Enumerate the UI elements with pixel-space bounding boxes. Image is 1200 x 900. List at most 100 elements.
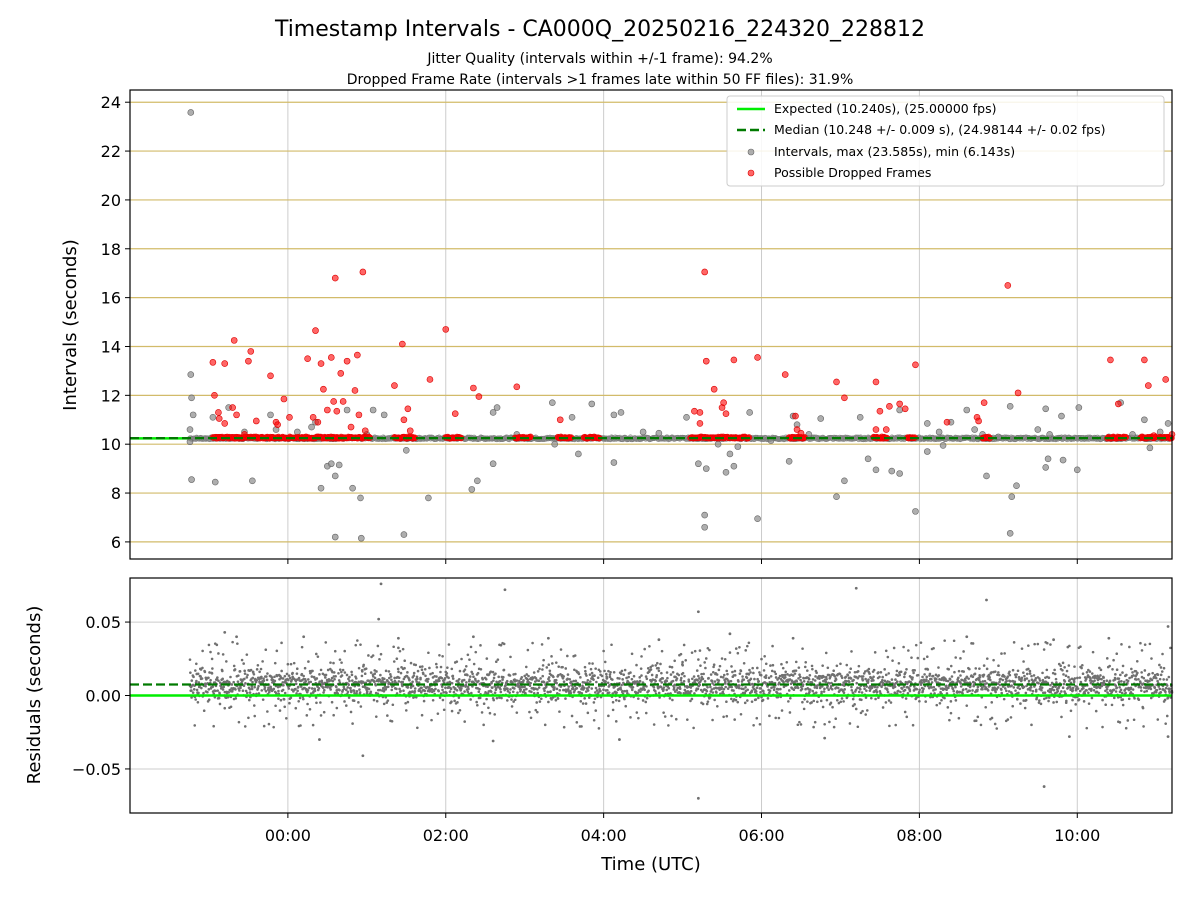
residual-point [287, 678, 290, 682]
residual-point [418, 665, 422, 669]
residual-point [310, 687, 314, 690]
residual-point [656, 661, 659, 665]
residual-point [895, 680, 899, 683]
interval-point [187, 371, 195, 378]
residual-point [253, 714, 257, 718]
residual-point [724, 680, 727, 684]
residual-point [1111, 667, 1114, 671]
residual-point [343, 649, 347, 653]
residual-point [800, 681, 803, 684]
residual-point [887, 699, 891, 702]
residual-point [759, 691, 762, 694]
residual-point [543, 689, 546, 693]
residual-point [330, 700, 334, 704]
residual-point [315, 701, 318, 705]
residual-point [600, 674, 604, 678]
residual-point [873, 651, 877, 654]
residual-point [604, 680, 607, 683]
residual-point [354, 677, 358, 680]
residual-point [466, 653, 470, 657]
residual-point [645, 696, 649, 700]
residual-point [935, 703, 939, 707]
residual-point [470, 691, 473, 695]
residual-point [643, 647, 646, 651]
residual-point [546, 681, 549, 684]
residual-point [795, 680, 799, 683]
residual-point [758, 722, 762, 726]
residual-point [846, 674, 850, 677]
residual-point [1118, 690, 1122, 694]
residual-point [210, 657, 214, 661]
residual-point [238, 670, 242, 673]
residual-point [286, 662, 290, 666]
residual-point [605, 672, 608, 676]
residual-point [513, 678, 516, 681]
residual-point [416, 726, 419, 730]
residual-point [510, 698, 513, 701]
residual-point [879, 670, 883, 674]
residual-point [711, 682, 714, 685]
residual-point [265, 678, 269, 682]
dropped-frame-point [339, 398, 347, 405]
residual-point [406, 700, 410, 704]
residual-point [675, 677, 679, 680]
residual-point [1056, 689, 1060, 693]
residual-point [854, 707, 858, 711]
residual-point [439, 665, 443, 669]
residual-point [1019, 702, 1022, 705]
residual-point [348, 679, 351, 683]
residual-point [256, 663, 260, 667]
residual-point [1099, 674, 1102, 677]
residual-point [838, 672, 842, 676]
residual-point [291, 671, 294, 675]
residual-point [1125, 673, 1128, 677]
intervals-x-ticks [287, 559, 1078, 564]
residual-point [1051, 671, 1055, 675]
interval-point [357, 534, 365, 542]
residual-point [281, 688, 285, 692]
residual-point [442, 681, 446, 684]
residual-point [957, 669, 961, 673]
residual-point [1063, 690, 1066, 693]
residual-point [682, 643, 686, 647]
residual-point [1034, 677, 1038, 680]
residual-point [748, 668, 751, 672]
residual-point [692, 726, 695, 730]
residual-point [606, 688, 609, 692]
interval-point [1164, 420, 1172, 427]
dropped-frame-point [451, 410, 459, 417]
residual-point [542, 658, 545, 662]
residual-point [603, 660, 607, 664]
dropped-frame-point [211, 392, 218, 399]
residual-point [1081, 663, 1084, 667]
interval-point [1008, 493, 1016, 501]
residual-point [398, 649, 402, 653]
dropped-frame-point [343, 357, 351, 365]
residual-point [889, 701, 893, 704]
residual-point [757, 696, 760, 700]
dropped-frame-point [247, 348, 255, 355]
residual-point [466, 685, 470, 689]
residual-point [327, 678, 331, 681]
residual-point [303, 666, 307, 670]
residual-point [681, 663, 684, 667]
residual-point [493, 685, 497, 688]
residual-point [555, 681, 558, 685]
interval-point [186, 426, 194, 433]
residual-point [758, 671, 761, 674]
residual-point [298, 696, 302, 700]
residual-point [1010, 684, 1013, 687]
residual-point [411, 684, 415, 688]
interval-point [1059, 456, 1067, 464]
residual-point [215, 643, 219, 647]
residual-point [952, 681, 955, 684]
residual-point [782, 680, 785, 684]
residual-point [1165, 678, 1169, 681]
intervals-y-axis-label: Intervals (seconds) [60, 239, 81, 411]
residual-point [976, 685, 980, 689]
interval-point [1006, 530, 1014, 537]
residual-point [881, 675, 884, 679]
residual-point [390, 720, 394, 723]
residual-point [731, 699, 735, 703]
residual-point [750, 700, 754, 703]
